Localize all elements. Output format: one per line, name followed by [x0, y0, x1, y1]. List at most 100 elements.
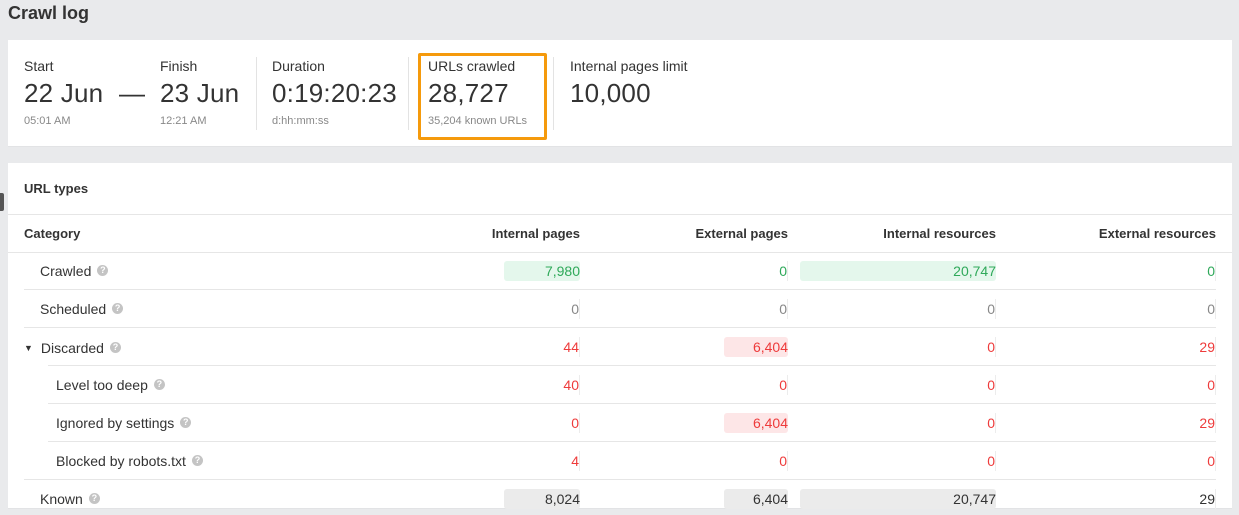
category-label: Ignored by settings? [56, 414, 192, 431]
internal-limit-label: Internal pages limit [570, 58, 688, 74]
start-time: 05:01 AM [24, 115, 71, 127]
help-icon[interactable]: ? [180, 417, 192, 428]
value-cell: 0 [788, 328, 996, 365]
known-urls-count: 35,204 known URLs [428, 115, 528, 127]
value-cell: 0 [788, 404, 996, 441]
row-divider [8, 289, 1232, 290]
help-icon[interactable]: ? [97, 265, 109, 277]
start-label: Start [24, 58, 54, 74]
category-cell: Ignored by settings? [8, 404, 378, 441]
help-icon[interactable]: ? [88, 493, 100, 504]
table-header-row: Category Internal pages External pages I… [8, 215, 1232, 253]
value-number[interactable]: 8,024 [504, 488, 580, 509]
value-number[interactable]: 7,980 [504, 260, 580, 281]
column-header-internal-resources[interactable]: Internal resources [788, 215, 996, 253]
column-header-external-resources[interactable]: External resources [996, 215, 1232, 253]
category-name: Discarded [40, 339, 104, 356]
value-cell: 20,747 [788, 480, 996, 515]
value-cell: 0 [996, 252, 1232, 289]
row-divider [8, 441, 1232, 442]
help-icon[interactable]: ? [153, 379, 165, 390]
value-number[interactable]: 0 [571, 298, 580, 319]
value-number[interactable]: 0 [779, 374, 788, 395]
value-cell: 0 [580, 252, 788, 289]
value-number[interactable]: 0 [987, 374, 996, 395]
value-number[interactable]: 44 [563, 336, 580, 357]
value-number[interactable]: 0 [1207, 260, 1216, 281]
value-number[interactable]: 0 [779, 450, 788, 471]
value-number[interactable]: 0 [987, 412, 996, 433]
value-number[interactable]: 4 [571, 450, 580, 471]
table-row: Ignored by settings? 0 6,404 0 29 [8, 404, 1232, 441]
value-cell: 0 [788, 442, 996, 479]
value-cell: 0 [996, 442, 1232, 479]
help-icon[interactable]: ? [112, 303, 124, 314]
divider [408, 57, 409, 130]
category-label: Level too deep? [56, 377, 165, 393]
category-name: Blocked by robots.txt [56, 452, 186, 469]
value-cell: 8,024 [378, 480, 580, 515]
value-cell: 0 [378, 404, 580, 441]
value-number[interactable]: 0 [571, 412, 580, 433]
value-cell: 6,404 [580, 480, 788, 515]
value-number[interactable]: 40 [563, 374, 580, 395]
table-row: Crawled? 7,980 0 20,747 0 [8, 252, 1232, 289]
url-types-title: URL types [24, 181, 89, 196]
table-row: Known? 8,024 6,404 20,747 29 [8, 480, 1232, 515]
category-name: Crawled [40, 262, 92, 279]
category-name: Ignored by settings [56, 414, 175, 431]
value-number[interactable]: 0 [987, 336, 996, 357]
value-number[interactable]: 29 [1199, 488, 1216, 509]
page-title: Crawl log [8, 3, 90, 23]
value-cell: 29 [996, 480, 1232, 515]
value-number[interactable]: 0 [1207, 450, 1216, 471]
value-number[interactable]: 0 [987, 450, 996, 471]
category-cell: Crawled? [8, 252, 378, 289]
scroll-handle[interactable] [0, 193, 4, 211]
value-number[interactable]: 0 [1207, 298, 1216, 319]
value-number[interactable]: 0 [987, 298, 996, 319]
value-cell: 0 [378, 290, 580, 327]
value-cell: 29 [996, 404, 1232, 441]
category-cell: Level too deep? [8, 366, 378, 403]
row-divider [8, 479, 1232, 480]
crawl-summary-card: Start 22 Jun 05:01 AM — Finish 23 Jun 12… [8, 40, 1232, 147]
column-header-internal-pages[interactable]: Internal pages [378, 215, 580, 253]
help-icon[interactable]: ? [191, 455, 203, 466]
column-header-external-pages[interactable]: External pages [580, 215, 788, 253]
category-name: Known [40, 490, 83, 507]
column-header-category[interactable]: Category [8, 215, 378, 253]
value-number[interactable]: 20,747 [800, 260, 996, 281]
finish-label: Finish [160, 58, 198, 74]
value-cell: 20,747 [788, 252, 996, 289]
value-cell: 0 [580, 290, 788, 327]
value-cell: 29 [996, 328, 1232, 365]
url-types-table: Category Internal pages External pages I… [8, 215, 1232, 515]
finish-value: 23 Jun [160, 78, 240, 108]
category-cell: Blocked by robots.txt? [8, 442, 378, 479]
value-cell: 0 [996, 366, 1232, 403]
value-cell: 40 [378, 366, 580, 403]
value-number[interactable]: 6,404 [724, 412, 788, 433]
value-number[interactable]: 29 [1199, 412, 1216, 433]
caret-down-icon[interactable]: ▼ [24, 342, 33, 353]
category-label[interactable]: ▼ Discarded? [24, 340, 121, 356]
value-number[interactable]: 29 [1199, 336, 1216, 357]
category-label: Blocked by robots.txt? [56, 453, 203, 469]
help-icon[interactable]: ? [109, 342, 121, 353]
category-cell: Known? [8, 480, 378, 515]
value-cell: 0 [580, 442, 788, 479]
value-number[interactable]: 6,404 [724, 336, 788, 357]
category-cell: ▼ Discarded? [8, 328, 378, 365]
value-number[interactable]: 0 [1207, 374, 1216, 395]
finish-time: 12:21 AM [160, 115, 207, 127]
value-number[interactable]: 0 [779, 298, 788, 319]
category-label: Known? [40, 491, 100, 507]
value-number[interactable]: 20,747 [800, 488, 996, 509]
value-number[interactable]: 6,404 [724, 488, 788, 509]
divider [256, 57, 257, 130]
urls-crawled-value: 28,727 [428, 78, 509, 108]
start-value: 22 Jun [24, 78, 104, 108]
value-number[interactable]: 0 [779, 260, 788, 281]
table-row: Scheduled? 0 0 0 0 [8, 290, 1232, 327]
